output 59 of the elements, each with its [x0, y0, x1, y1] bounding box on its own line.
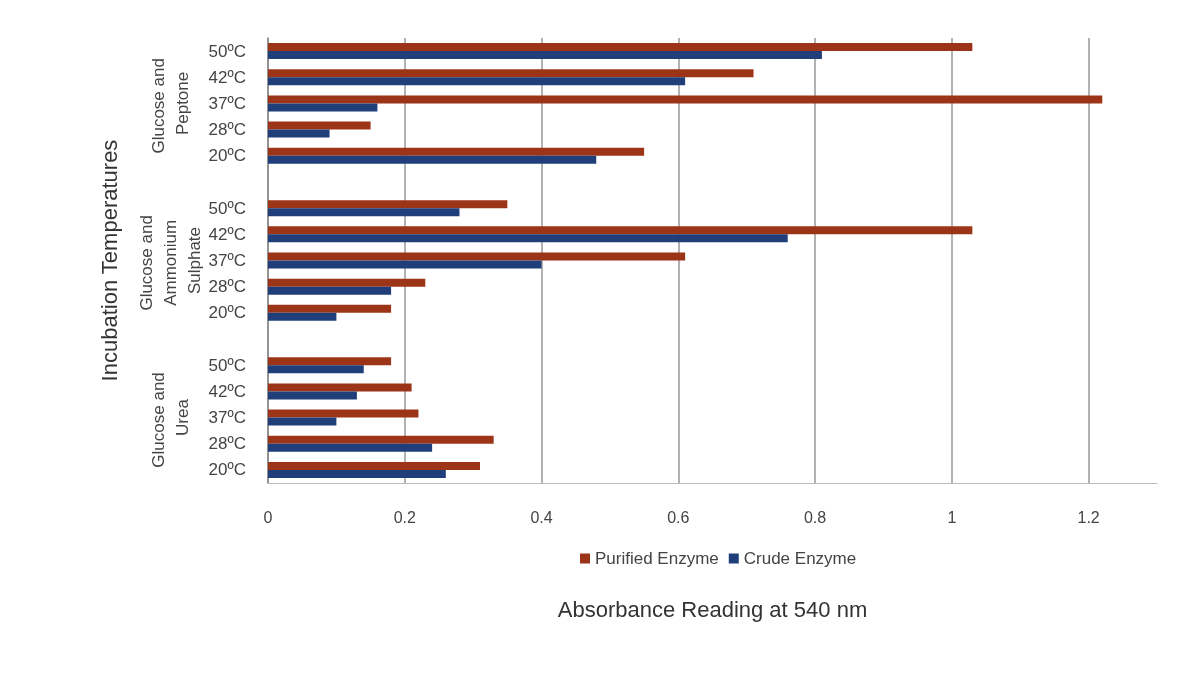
y-tick-label: 37ºC: [208, 251, 246, 270]
x-tick-label: 0.4: [530, 508, 553, 526]
bar: [268, 252, 686, 261]
y-tick-label: 20ºC: [208, 146, 246, 166]
bar: [268, 391, 357, 400]
x-tick-label: 0.6: [667, 508, 690, 526]
bar: [268, 304, 392, 313]
y-tick-label: 42ºC: [208, 381, 246, 401]
bar: [268, 200, 508, 209]
y-tick-label: 42ºC: [208, 67, 246, 87]
y-tick-label: 50ºC: [208, 355, 246, 375]
bar: [268, 312, 337, 321]
bar: [268, 226, 973, 235]
bar: [268, 121, 371, 130]
bar: [268, 383, 412, 392]
y-axis-title: Incubation Temperatures: [96, 139, 122, 382]
bar: [268, 461, 480, 470]
bar: [268, 129, 330, 138]
legend-label: Crude Enzyme: [743, 549, 857, 568]
x-tick-label: 0.8: [803, 508, 827, 526]
bar: [268, 286, 392, 295]
text: Glucose and Urea: [148, 367, 192, 468]
bar: [268, 365, 364, 374]
bar: [268, 443, 433, 452]
bar: [268, 469, 446, 478]
bar: [268, 51, 822, 60]
y-tick-label: 42ºC: [208, 224, 246, 244]
y-tick-label: 28ºC: [208, 277, 246, 297]
x-tick-label: 0: [263, 508, 273, 526]
y-tick-label: 37ºC: [208, 408, 246, 428]
bar: [268, 155, 597, 164]
bar: [268, 103, 378, 112]
bar: [268, 147, 645, 156]
text: Glucose and Ammonium Sulphate: [136, 210, 204, 311]
y-tick-label: 50ºC: [208, 41, 246, 61]
bar: [268, 69, 754, 78]
y-tick-label: 28ºC: [208, 434, 246, 454]
text: Glucose and Peptone: [148, 53, 192, 154]
bar: [268, 43, 973, 52]
bar: [268, 234, 788, 243]
y-tick-label: 20ºC: [208, 303, 246, 323]
bar: [268, 357, 392, 366]
bar: [268, 260, 542, 269]
legend-label: Purified Enzyme: [595, 549, 719, 568]
bar: [268, 95, 1103, 104]
bar: [268, 208, 460, 217]
bar: [268, 417, 337, 426]
y-tick-label: 28ºC: [208, 120, 246, 140]
y-tick-label: 20ºC: [208, 460, 246, 480]
y-tick-label: 50ºC: [208, 198, 246, 218]
x-tick-label: 1: [947, 508, 957, 526]
x-axis-title: Absorbance Reading at 540 nm: [557, 596, 868, 622]
y-tick-label: 37ºC: [208, 93, 246, 113]
bar: [268, 409, 419, 418]
bar: [268, 435, 494, 444]
bar: [268, 278, 426, 287]
x-tick-label: 0.2: [393, 508, 416, 526]
x-tick-label: 1.2: [1077, 508, 1100, 526]
bar: [268, 77, 686, 86]
